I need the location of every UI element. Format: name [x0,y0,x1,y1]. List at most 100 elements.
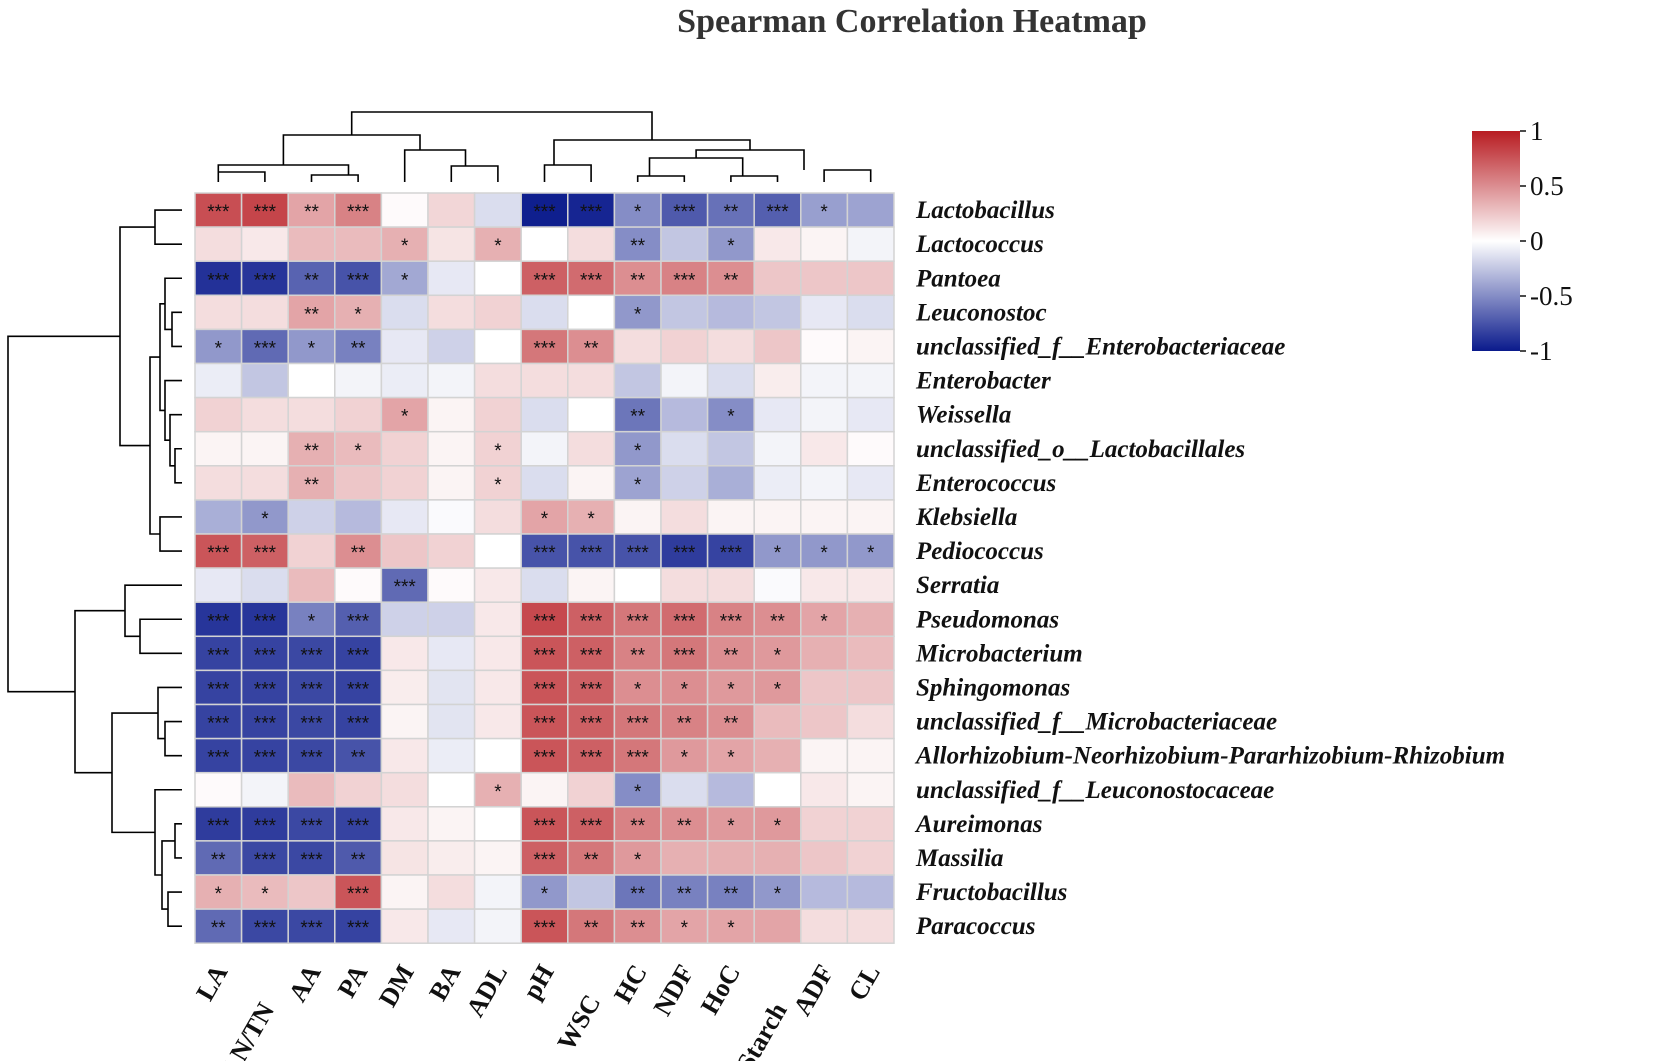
heatmap-cell [240,669,289,706]
heatmap-cell [706,567,755,603]
column-dendrogram-branch [403,149,467,182]
significance-mark: * [215,338,223,359]
row-dendrogram-branch [139,618,182,655]
heatmap-cell [520,430,569,467]
heatmap-cell [706,430,755,467]
row-dendrogram [7,209,182,927]
heatmap-cell [567,669,616,706]
legend-tick-label: 1 [1530,116,1544,146]
significance-mark: *** [254,611,277,632]
heatmap-cell [846,874,895,910]
heatmap-cell [660,260,709,297]
column-label: LA [190,960,233,1006]
heatmap-cell [194,601,243,638]
significance-mark: * [727,748,735,769]
heatmap-cell [380,703,429,740]
significance-mark: * [354,441,362,462]
heatmap-cell [287,635,336,672]
significance-mark: *** [207,645,230,666]
heatmap-cell [287,362,336,399]
significance-mark: ** [304,475,319,496]
column-dendrogram-branch [648,157,744,176]
heatmap-cell [613,806,662,842]
row-label: unclassified_f__Leuconostocaceae [916,777,1274,804]
significance-mark: * [681,918,689,939]
heatmap-cell [660,226,709,262]
heatmap-cell [800,874,849,910]
row-label: unclassified_f__Microbacteriaceae [916,709,1277,736]
heatmap-cell [846,499,895,535]
heatmap-cell [240,840,289,876]
heatmap-cell [660,465,709,501]
heatmap-cell [334,567,383,603]
heatmap-cell [380,874,429,910]
heatmap-cell [846,771,895,808]
heatmap-cell [846,840,895,876]
significance-mark: *** [347,714,370,735]
heatmap-cell [800,737,849,774]
heatmap-cell [520,601,569,638]
heatmap-cell [846,396,895,433]
heatmap-cell [706,362,755,399]
significance-mark: * [354,304,362,325]
significance-mark: ** [677,884,692,905]
significance-mark: * [727,407,735,428]
heatmap-cell [380,567,429,603]
heatmap-cell [520,840,569,876]
heatmap-cell [240,362,289,399]
heatmap-cell [800,771,849,808]
significance-mark: *** [580,679,603,700]
significance-mark: *** [580,816,603,837]
heatmap-cell [427,499,476,535]
heatmap-cell [520,226,569,262]
heatmap-cell [473,635,522,672]
heatmap-cell [334,396,383,433]
row-dendrogram-branch [154,788,182,876]
heatmap-cell [567,362,616,399]
significance-mark: * [634,202,642,223]
heatmap-cell [613,908,662,944]
heatmap-cell [334,294,383,331]
heatmap-cell [567,430,616,467]
heatmap-cell [427,362,476,399]
heatmap-cell [473,192,522,228]
row-label: Microbacterium [915,640,1083,667]
heatmap-cell [380,396,429,433]
heatmap-cell [287,192,336,228]
heatmap-cell [240,465,289,501]
heatmap-cell [613,840,662,876]
column-dendrogram-branch [636,175,686,182]
significance-mark: *** [533,918,556,939]
significance-mark: ** [630,645,645,666]
significance-mark: * [820,611,828,632]
heatmap-cell [287,737,336,774]
heatmap-cell [473,533,522,569]
significance-mark: *** [347,202,370,223]
heatmap-cell [427,567,476,603]
significance-mark: * [727,236,735,257]
heatmap-cell [660,430,709,467]
significance-mark: *** [300,714,323,735]
heatmap-cell [520,396,569,433]
heatmap-cell [427,601,476,638]
significance-mark: *** [533,748,556,769]
heatmap-cell [800,465,849,501]
heatmap-cell [800,430,849,467]
significance-mark: * [494,441,502,462]
heatmap-cell [660,840,709,876]
heatmap-cell [567,771,616,808]
row-dendrogram-branch [111,712,158,834]
heatmap-cell [753,499,802,535]
row-dendrogram-branch [164,277,182,331]
column-label: DM [373,960,420,1012]
column-dendrogram-branch [217,171,266,182]
heatmap-cell [567,396,616,433]
heatmap-cell [660,669,709,706]
heatmap-cell [287,567,336,603]
heatmap-cell [334,533,383,569]
column-dendrogram-branch [730,175,779,182]
significance-mark: *** [766,202,789,223]
column-dendrogram-branch [217,164,350,175]
column-label: PA [332,960,374,1003]
heatmap-cell [660,499,709,535]
